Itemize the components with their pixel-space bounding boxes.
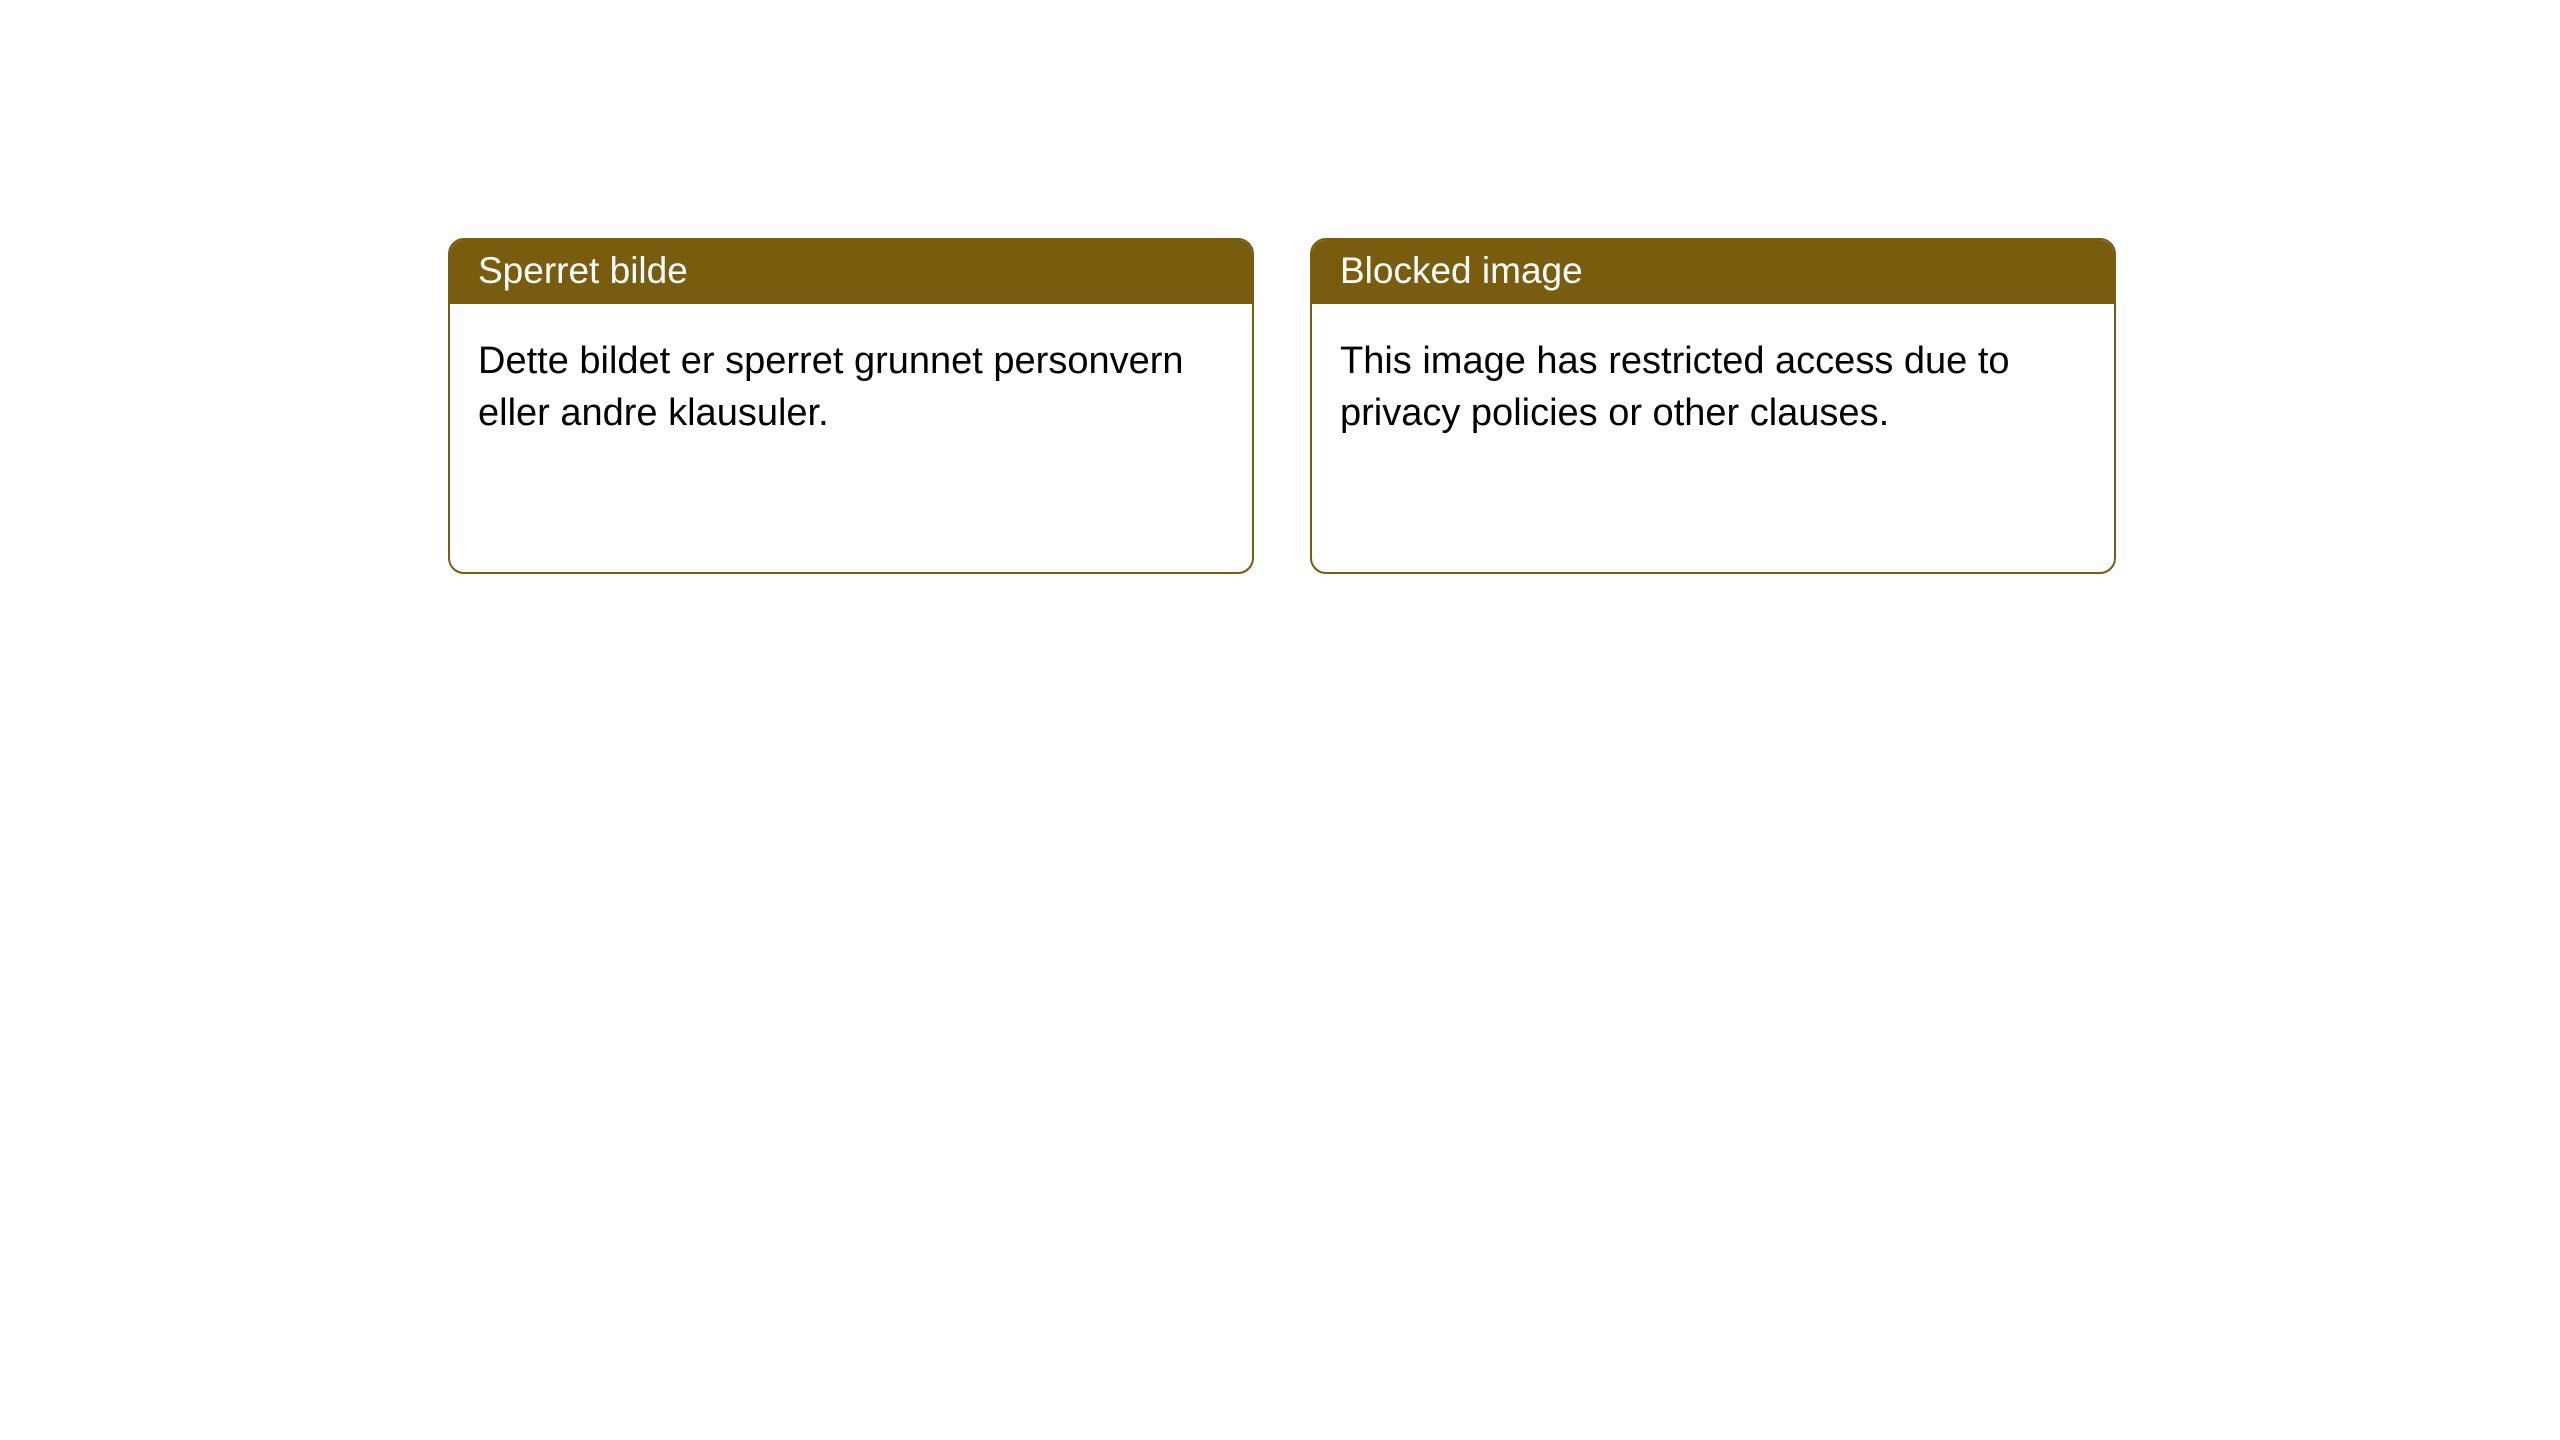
notice-container: Sperret bilde Dette bildet er sperret gr… — [0, 0, 2560, 574]
notice-header-no: Sperret bilde — [450, 240, 1252, 304]
notice-card-en: Blocked image This image has restricted … — [1310, 238, 2116, 574]
notice-header-en: Blocked image — [1312, 240, 2114, 304]
notice-text-no: Dette bildet er sperret grunnet personve… — [478, 336, 1224, 439]
notice-body-no: Dette bildet er sperret grunnet personve… — [450, 304, 1252, 572]
notice-text-en: This image has restricted access due to … — [1340, 336, 2086, 439]
notice-body-en: This image has restricted access due to … — [1312, 304, 2114, 572]
notice-card-no: Sperret bilde Dette bildet er sperret gr… — [448, 238, 1254, 574]
